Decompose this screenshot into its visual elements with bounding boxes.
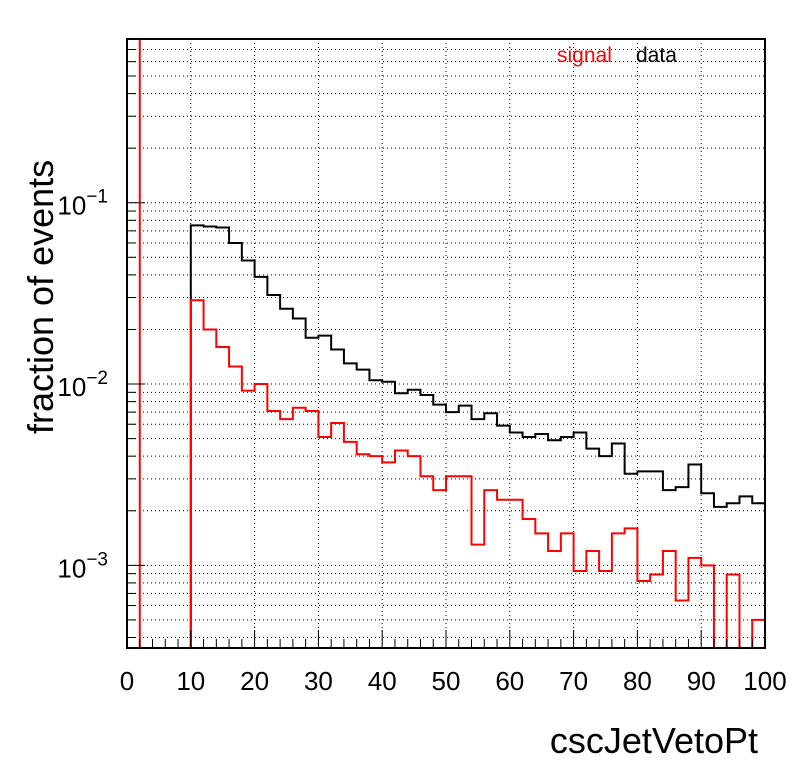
x-tick-label: 20 bbox=[240, 666, 269, 696]
x-tick-label: 50 bbox=[432, 666, 461, 696]
y-tick-base: 10 bbox=[57, 553, 86, 583]
x-tick-label: 60 bbox=[495, 666, 524, 696]
legend-entry-data: data bbox=[636, 44, 677, 67]
x-tick-label: 10 bbox=[176, 666, 205, 696]
y-tick-labels: 10−310−210−1 bbox=[57, 187, 108, 584]
legend: signal data bbox=[557, 44, 677, 67]
x-tick-labels: 0 10 20 30 40 50 60 70 80 90 100 bbox=[120, 666, 787, 696]
y-tick-exponent: −3 bbox=[86, 549, 108, 570]
series-data-line bbox=[127, 224, 766, 649]
x-tick-label: 40 bbox=[368, 666, 397, 696]
x-tick-label: 100 bbox=[743, 666, 786, 696]
y-axis-title: fraction of events bbox=[20, 160, 61, 434]
y-tick-exponent: −1 bbox=[86, 187, 108, 208]
axis-ticks bbox=[126, 49, 766, 648]
series-signal-line bbox=[126, 38, 765, 649]
y-tick-base: 10 bbox=[57, 372, 86, 402]
y-tick-base: 10 bbox=[57, 191, 86, 221]
x-axis-title: cscJetVetoPt bbox=[550, 720, 758, 761]
y-tick-label: 10−3 bbox=[57, 549, 108, 583]
series-layer bbox=[126, 38, 766, 649]
legend-entry-signal: signal bbox=[557, 44, 612, 67]
x-tick-label: 0 bbox=[120, 666, 134, 696]
x-tick-label: 90 bbox=[687, 666, 716, 696]
grid bbox=[127, 39, 765, 648]
x-tick-label: 70 bbox=[559, 666, 588, 696]
y-tick-exponent: −2 bbox=[86, 368, 108, 389]
x-tick-label: 30 bbox=[304, 666, 333, 696]
y-tick-label: 10−2 bbox=[57, 368, 108, 402]
y-tick-label: 10−1 bbox=[57, 187, 108, 221]
x-tick-label: 80 bbox=[623, 666, 652, 696]
